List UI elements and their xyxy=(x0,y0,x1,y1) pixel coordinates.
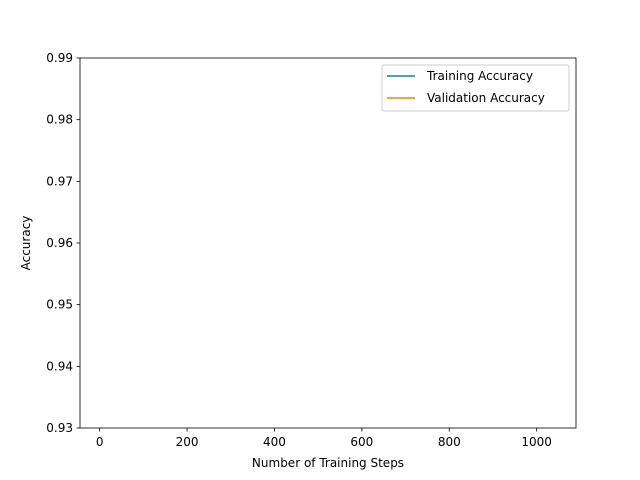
y-axis: 0.93 0.94 0.95 0.96 0.97 0.98 0.99 xyxy=(46,51,80,435)
legend-label-validation: Validation Accuracy xyxy=(427,91,545,105)
y-tick-label: 0.93 xyxy=(46,421,73,435)
x-tick-label: 400 xyxy=(263,435,286,449)
x-tick-label: 800 xyxy=(438,435,461,449)
y-tick-label: 0.94 xyxy=(46,359,73,373)
y-tick-label: 0.95 xyxy=(46,298,73,312)
x-tick-label: 1000 xyxy=(521,435,552,449)
x-tick-label: 200 xyxy=(176,435,199,449)
legend-box xyxy=(381,64,570,112)
y-tick-label: 0.97 xyxy=(46,174,73,188)
y-tick-label: 0.96 xyxy=(46,236,73,250)
y-tick-label: 0.98 xyxy=(46,113,73,127)
y-axis-label: Accuracy xyxy=(19,216,33,271)
legend: Training Accuracy Validation Accuracy xyxy=(381,64,570,112)
y-tick-label: 0.99 xyxy=(46,51,73,65)
x-axis: 0 200 400 600 800 1000 xyxy=(96,428,552,449)
x-axis-label: Number of Training Steps xyxy=(252,456,404,470)
x-tick-label: 0 xyxy=(96,435,104,449)
x-tick-label: 600 xyxy=(350,435,373,449)
legend-label-training: Training Accuracy xyxy=(426,69,533,83)
